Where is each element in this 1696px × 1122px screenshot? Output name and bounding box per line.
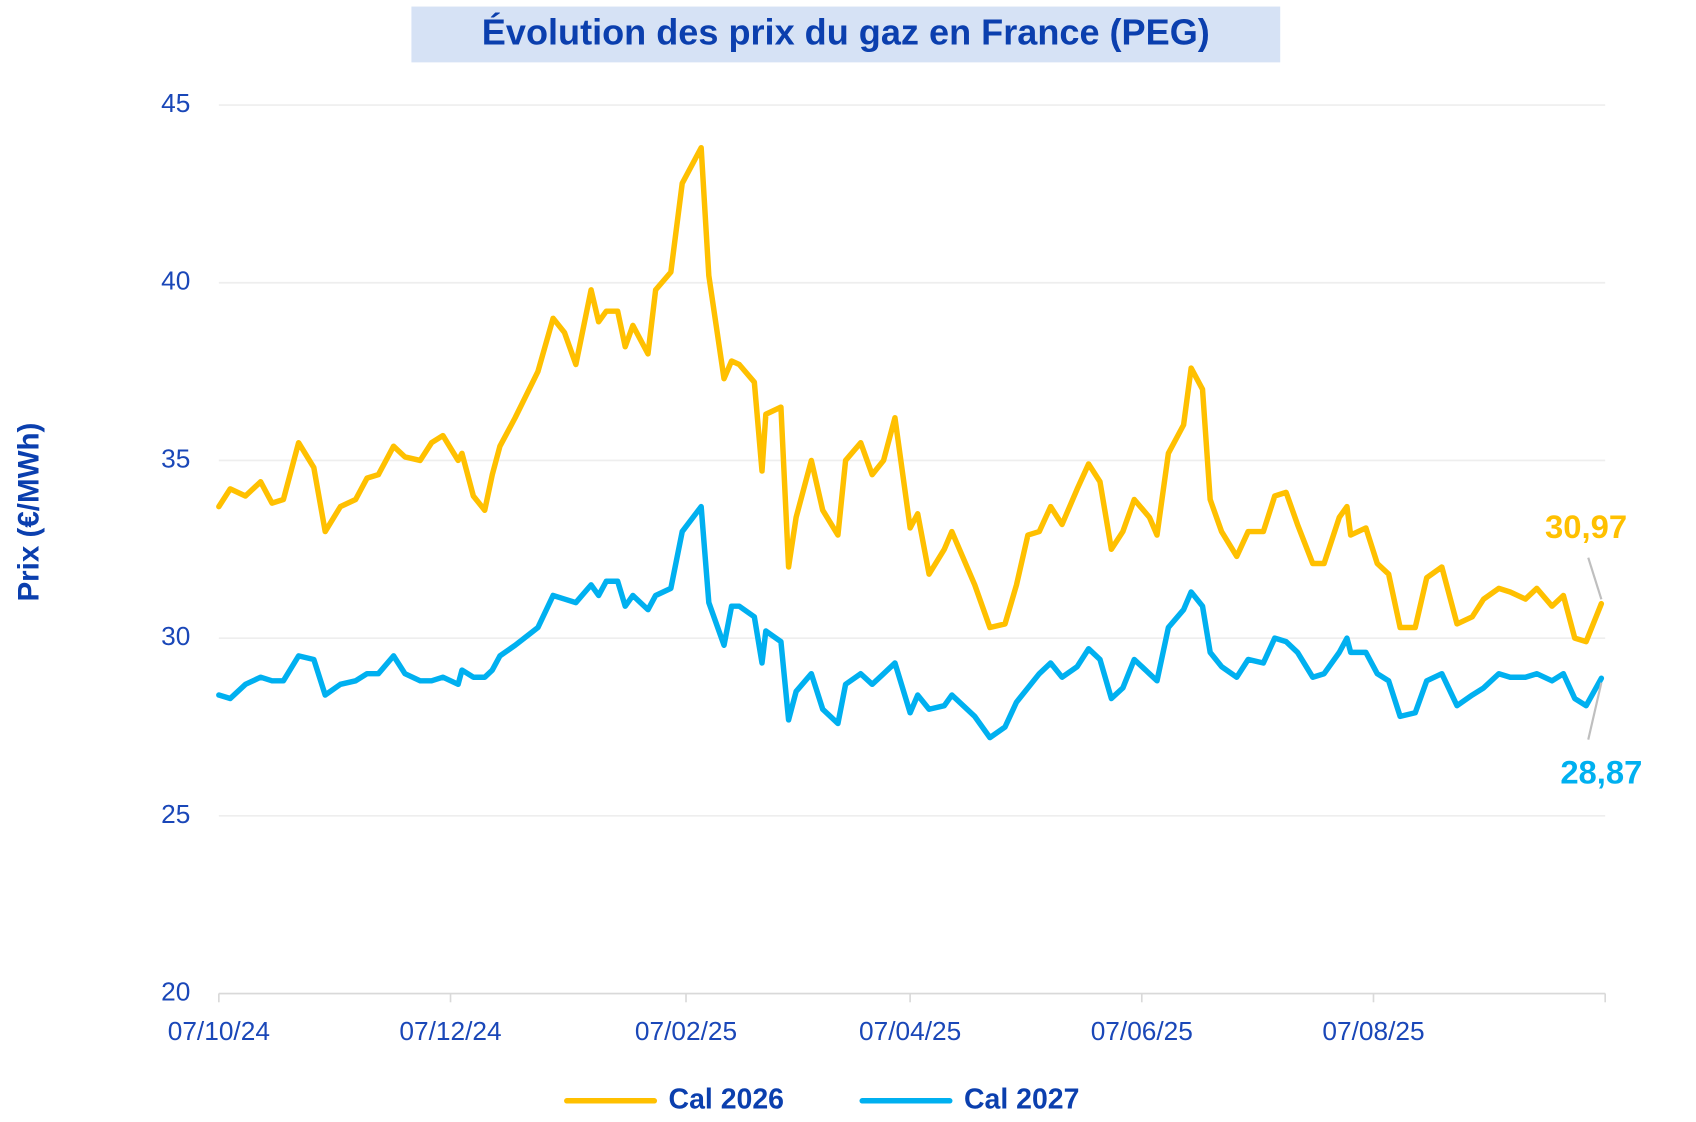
legend-label: Cal 2026	[669, 1083, 784, 1115]
title-box	[411, 6, 1281, 63]
x-tick-label: 07/02/25	[635, 1016, 737, 1046]
chart-title: Évolution des prix du gaz en France (PEG…	[482, 12, 1210, 53]
series-line	[216, 144, 1605, 645]
x-tick-label: 07/06/25	[1091, 1016, 1193, 1046]
y-tick-label: 35	[161, 443, 190, 473]
y-tick-label: 40	[161, 266, 190, 296]
x-tick-label: 07/12/24	[399, 1016, 501, 1046]
y-tick-label: 30	[161, 621, 190, 651]
x-tick-label: 07/10/24	[168, 1016, 270, 1046]
value-label: 30,97	[1545, 508, 1627, 545]
y-tick-label: 20	[161, 976, 190, 1006]
series-line	[216, 503, 1605, 741]
x-tick-label: 07/04/25	[859, 1016, 961, 1046]
y-tick-label: 45	[161, 88, 190, 118]
leader-line	[1587, 557, 1603, 600]
legend-label: Cal 2027	[964, 1083, 1079, 1115]
y-axis-label: Prix (€/MWh)	[12, 423, 45, 602]
x-tick-label: 07/08/25	[1322, 1016, 1424, 1046]
y-tick-label: 25	[161, 799, 190, 829]
value-label: 28,87	[1560, 753, 1642, 790]
leader-line	[1587, 682, 1603, 740]
